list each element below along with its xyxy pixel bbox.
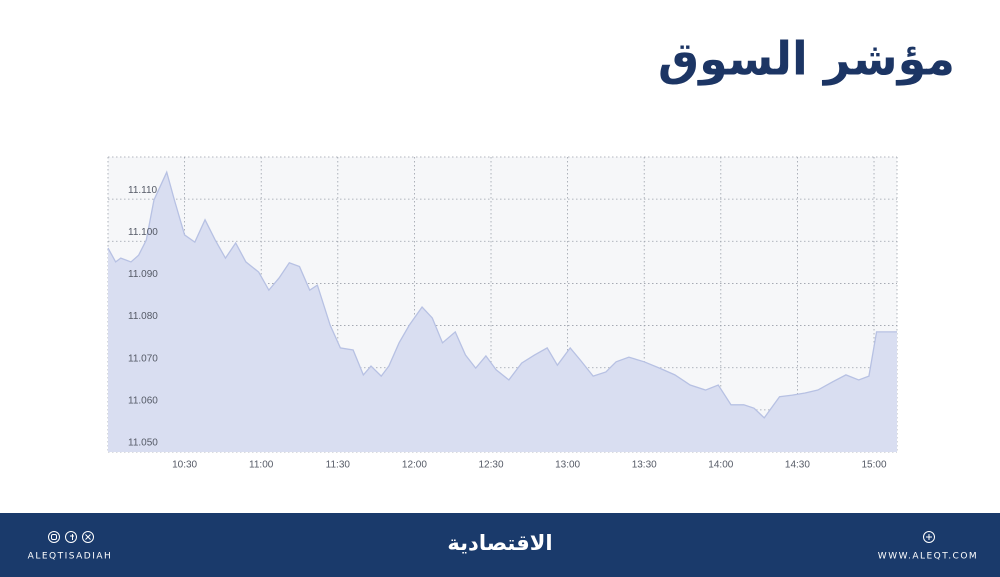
y-tick-label: 11.090 bbox=[128, 269, 158, 280]
footer-bar bbox=[0, 513, 1000, 577]
x-tick-label: 13:30 bbox=[632, 460, 657, 471]
footer-handle: ALEQTISADIAH bbox=[28, 552, 113, 562]
marks bbox=[107, 170, 897, 453]
x-tick-label: 14:00 bbox=[708, 460, 733, 471]
y-tick-label: 11.060 bbox=[128, 395, 158, 406]
tick-labels: 11.050 11.060 11.070 11.080 11.090 11.100 11.1… bbox=[128, 185, 887, 471]
grid bbox=[107, 156, 898, 453]
chart-title: مؤشر السوق bbox=[658, 32, 955, 86]
x-tick-label: 11:30 bbox=[326, 460, 351, 471]
social-icons bbox=[48, 531, 94, 543]
x-tick-label: 12:30 bbox=[478, 460, 503, 471]
x-tick-label: 12:00 bbox=[402, 460, 427, 471]
x-tick-label: 10:30 bbox=[172, 460, 197, 471]
web-icon bbox=[923, 531, 935, 543]
line bbox=[107, 170, 897, 419]
footer-brand: الاقتصادية bbox=[447, 531, 552, 555]
y-tick-label: 11.080 bbox=[128, 311, 158, 322]
x-tick-label: 13:00 bbox=[555, 460, 580, 471]
y-tick-label: 11.110 bbox=[128, 185, 158, 196]
footer-website: WWW.ALEQT.COM bbox=[878, 552, 978, 562]
y-tick-label: 11.100 bbox=[128, 227, 158, 238]
x-tick-label: 14:30 bbox=[785, 460, 810, 471]
x-tick-label: 15:00 bbox=[862, 460, 887, 471]
area bbox=[108, 172, 897, 453]
x-tick-label: 11:00 bbox=[249, 460, 274, 471]
y-tick-label: 11.050 bbox=[128, 438, 158, 449]
y-tick-label: 11.070 bbox=[128, 353, 158, 364]
